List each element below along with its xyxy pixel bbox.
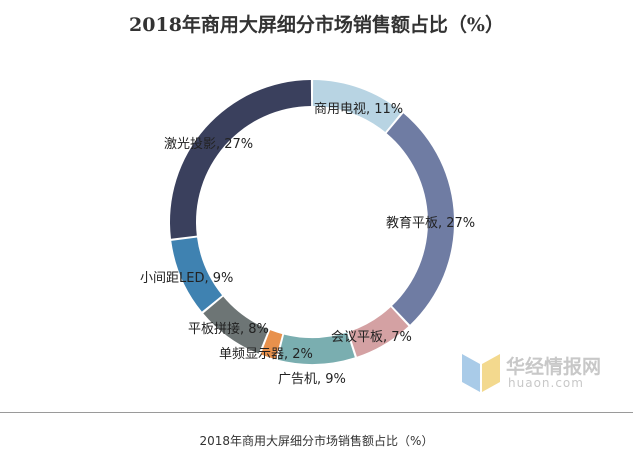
watermark-name: 华经情报网 xyxy=(506,356,602,378)
slice-label-7: 小间距LED, 9% xyxy=(140,271,233,286)
watermark-url: huaon.com xyxy=(508,376,584,390)
slice-label-2: 教育平板, 27% xyxy=(386,215,475,231)
slice-label-5: 单频显示器, 2% xyxy=(219,347,313,362)
donut-slices xyxy=(170,80,454,364)
watermark: 华经情报网 huaon.com xyxy=(458,350,633,395)
slice-label-8: 激光投影, 27% xyxy=(164,136,253,152)
donut-slice-5 xyxy=(260,330,283,360)
chart-title: 2018年商用大屏细分市场销售额占比（%） xyxy=(129,14,504,36)
donut-slice-1 xyxy=(312,80,402,133)
slice-label-3: 会议平板, 7% xyxy=(331,330,412,345)
slice-label-4: 广告机, 9% xyxy=(278,372,346,387)
slice-label-6: 平板拼接, 8% xyxy=(188,321,269,337)
donut-slice-6 xyxy=(203,296,269,354)
figure-caption: 2018年商用大屏细分市场销售额占比（%） xyxy=(199,434,434,448)
donut-chart: 商用电视, 11% 教育平板, 27% 会议平板, 7% 广告机, 9% 单频显示器, … xyxy=(140,80,475,387)
donut-slice-4 xyxy=(277,332,355,364)
donut-slice-3 xyxy=(348,307,409,357)
slice-label-1: 商用电视, 11% xyxy=(314,102,403,117)
slice-labels: 商用电视, 11% 教育平板, 27% 会议平板, 7% 广告机, 9% 单频显示器, … xyxy=(140,102,475,387)
huaon-logo-icon xyxy=(462,354,500,392)
donut-slice-2 xyxy=(386,113,454,325)
donut-slice-7 xyxy=(171,237,223,312)
divider xyxy=(0,412,633,413)
donut-slice-8 xyxy=(170,80,312,239)
